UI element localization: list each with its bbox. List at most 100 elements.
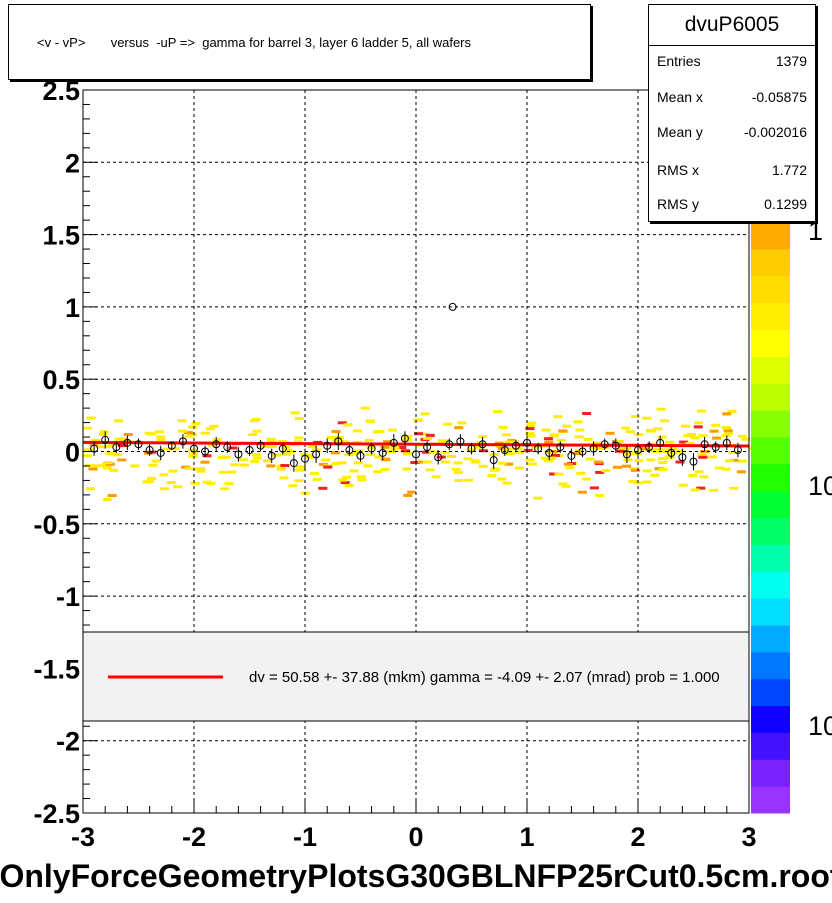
- profile-point: [722, 435, 731, 451]
- heat-cell: [184, 431, 193, 435]
- stat-value: -0.05875: [751, 89, 807, 105]
- heat-cell: [103, 461, 113, 465]
- profile-point: [178, 434, 187, 449]
- heat-cell: [177, 419, 187, 423]
- file-name-label: OnlyForceGeometryPlotsG30GBLNFP25rCut0.5…: [0, 858, 832, 894]
- profile-point: [345, 444, 354, 456]
- heat-cell: [721, 433, 731, 437]
- heat-cell: [296, 465, 306, 469]
- heat-cell: [478, 449, 488, 453]
- profile-point: [356, 450, 365, 462]
- heat-cell: [83, 426, 93, 430]
- palette-cell: [751, 410, 790, 438]
- heat-cell: [622, 464, 631, 468]
- heat-cell: [93, 464, 103, 468]
- heat-cell: [696, 486, 706, 490]
- heat-cell: [83, 454, 92, 458]
- heat-cell: [711, 423, 721, 427]
- heat-cell: [266, 464, 276, 468]
- heat-cell: [547, 456, 557, 460]
- heat-cell: [582, 477, 592, 481]
- y-tick-label: -1.5: [33, 654, 80, 684]
- heat-cell: [196, 467, 206, 470]
- heat-cell: [304, 455, 314, 459]
- heat-cell: [639, 447, 649, 451]
- heat-cell: [360, 406, 370, 410]
- heat-cell: [577, 490, 587, 494]
- heat-cell: [658, 461, 668, 465]
- heat-cell: [423, 436, 433, 440]
- heat-cell: [525, 458, 535, 462]
- heat-cell: [698, 455, 708, 459]
- heat-cell: [497, 446, 507, 450]
- heat-cell: [342, 475, 352, 479]
- title-box: <v - vP> versus -uP => gamma for barrel …: [8, 4, 591, 80]
- palette-cell: [751, 275, 790, 304]
- heat-cell: [504, 462, 514, 466]
- heat-cell: [727, 409, 737, 413]
- profile-point: [267, 448, 276, 464]
- heat-cell: [219, 487, 229, 491]
- palette-label: 10: [808, 471, 832, 501]
- heat-cell: [295, 468, 305, 472]
- heat-cell: [240, 463, 249, 467]
- heat-cell: [592, 441, 602, 445]
- heat-cell: [380, 467, 390, 471]
- heat-cell: [550, 454, 560, 457]
- heat-cell: [660, 419, 670, 423]
- heat-cell: [107, 494, 117, 497]
- heat-cell: [504, 440, 514, 444]
- heat-cell: [422, 460, 432, 464]
- heat-cell: [722, 412, 732, 416]
- heat-cell: [282, 452, 291, 456]
- heat-cell: [574, 435, 584, 439]
- palette-cell: [751, 625, 790, 653]
- heat-cell: [457, 421, 467, 425]
- heat-cell: [354, 449, 364, 453]
- heat-cell: [525, 427, 535, 431]
- heat-cell: [543, 437, 553, 441]
- heat-cell: [353, 461, 363, 465]
- x-tick-label: -2: [182, 822, 206, 852]
- heat-cell: [190, 481, 200, 485]
- profile-point: [556, 441, 565, 453]
- palette-cell: [751, 383, 790, 411]
- heat-cell: [151, 459, 161, 463]
- x-tick-labels: -3 -2 -1 0 1 2 3: [71, 822, 757, 852]
- profile-point: [500, 444, 509, 456]
- heat-cell: [721, 467, 731, 471]
- heat-cell: [425, 468, 435, 472]
- heat-cell: [709, 429, 719, 433]
- heat-cell: [144, 431, 154, 435]
- heat-cell: [595, 470, 605, 474]
- heat-cell: [646, 458, 656, 462]
- heat-cell: [729, 486, 739, 490]
- heat-cell: [217, 456, 227, 459]
- stat-label: RMS x: [657, 162, 699, 178]
- heat-cell: [402, 438, 412, 442]
- heat-cell: [502, 481, 512, 485]
- y-tick-label: 2.5: [42, 76, 80, 106]
- profile-point: [589, 441, 598, 456]
- heat-cell: [565, 466, 575, 470]
- heat-cell: [390, 447, 400, 451]
- palette-cell: [751, 463, 790, 492]
- heat-cell: [572, 452, 582, 456]
- heat-cell: [736, 470, 746, 474]
- heat-cell: [558, 482, 568, 486]
- heat-cell: [527, 462, 537, 466]
- stat-value: 0.1299: [764, 196, 807, 212]
- profile-point: [645, 441, 654, 453]
- heat-cell: [413, 418, 423, 422]
- heat-cell: [205, 427, 215, 431]
- palette-cell: [751, 544, 790, 572]
- heat-cell: [464, 478, 474, 482]
- heat-cell: [431, 475, 441, 479]
- palette-cell: [751, 436, 790, 465]
- y-tick-label: -0.5: [33, 510, 80, 540]
- heat-cell: [117, 458, 127, 462]
- stat-label: RMS y: [657, 196, 699, 212]
- heat-cell: [441, 460, 451, 464]
- heat-cell: [443, 422, 453, 426]
- heat-cell: [178, 429, 188, 433]
